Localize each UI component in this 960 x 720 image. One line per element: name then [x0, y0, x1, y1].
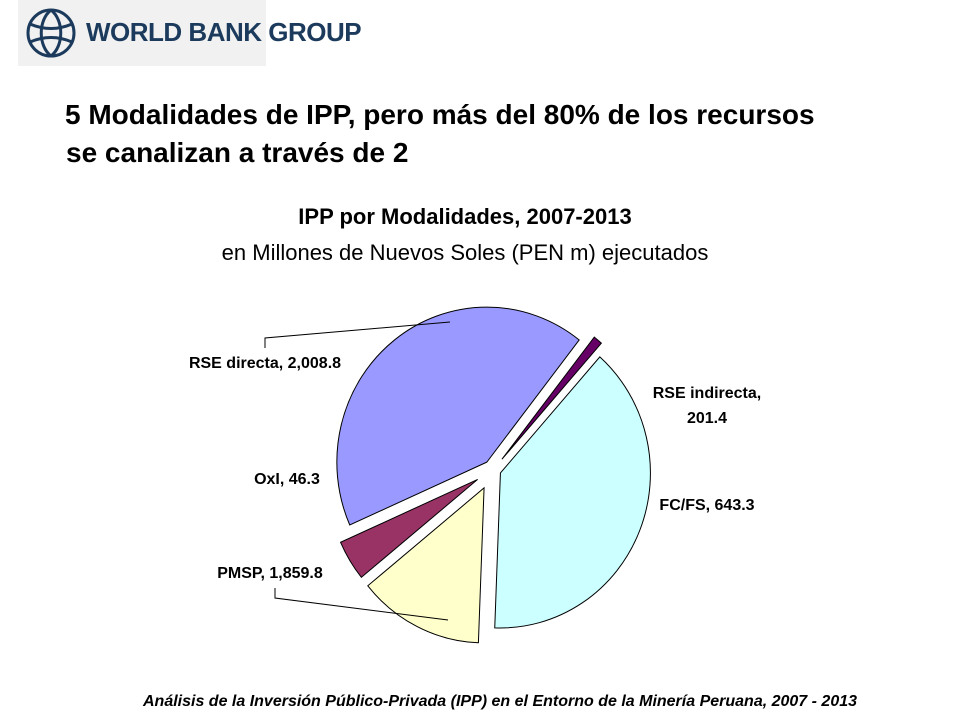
pie-slice-rse-indirecta — [339, 478, 478, 579]
headline-line2: se canalizan a través de 2 — [66, 137, 409, 168]
chart-title: IPP por Modalidades, 2007-2013 — [298, 204, 632, 229]
chart-subtitle: en Millones de Nuevos Soles (PEN m) ejec… — [221, 240, 709, 265]
globe-icon — [26, 8, 76, 58]
pie-slice-oxi — [501, 336, 603, 460]
slice-label-pmsp: PMSP, 1,859.8 — [217, 565, 323, 582]
logo-text: WORLD BANK GROUP — [86, 17, 362, 47]
slice-label-fc-fs: FC/FS, 643.3 — [659, 497, 754, 514]
footer-caption: Análisis de la Inversión Público-Privada… — [142, 693, 858, 710]
pie-slice-pmsp — [494, 356, 651, 629]
slice-label-rse-directa: RSE directa, 2,008.8 — [189, 355, 341, 372]
pie-slice-rse-directa — [336, 306, 580, 526]
slice-label-rse-indirecta: RSE indirecta, — [653, 385, 761, 402]
headline-line1: 5 Modalidades de IPP, pero más del 80% d… — [65, 99, 815, 130]
logo: WORLD BANK GROUP — [18, 0, 362, 66]
headline: 5 Modalidades de IPP, pero más del 80% d… — [65, 96, 945, 172]
leader-line — [274, 588, 449, 621]
slice-label-oxi: OxI, 46.3 — [254, 471, 320, 488]
slice-label-rse-indirecta-value: 201.4 — [687, 410, 727, 427]
leader-line — [264, 321, 451, 348]
pie-slice-fc-fs — [367, 486, 485, 644]
